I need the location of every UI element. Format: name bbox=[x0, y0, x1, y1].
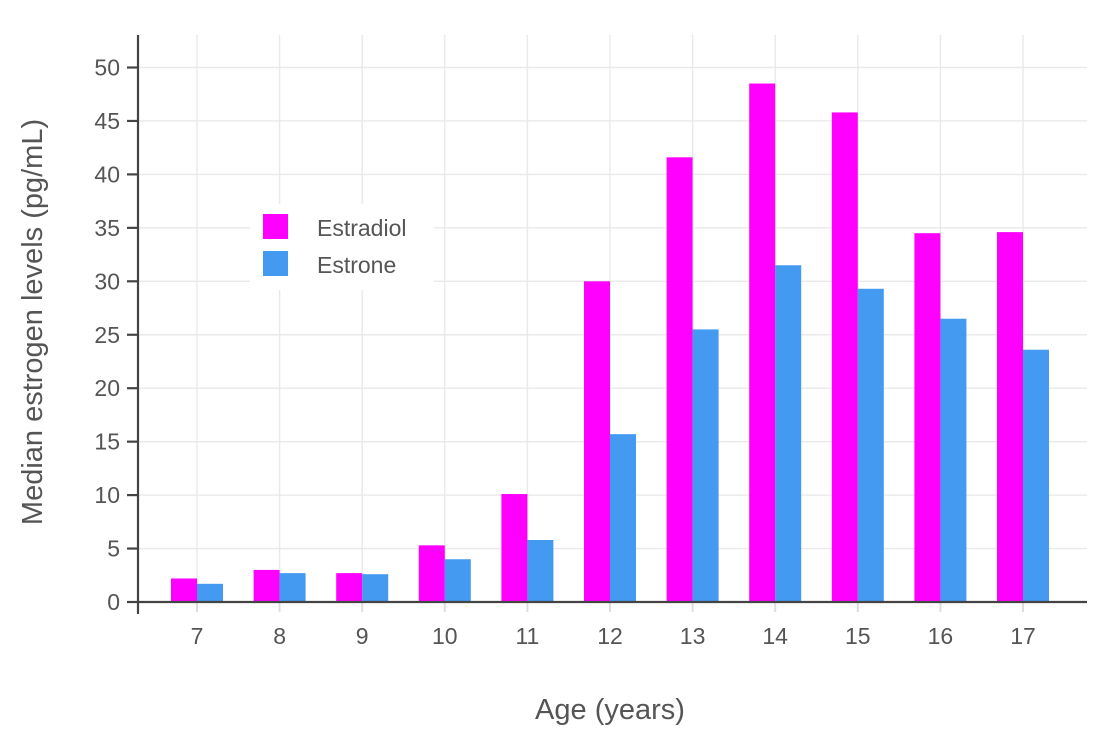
legend-swatch-estrone[interactable] bbox=[263, 251, 288, 276]
bar-estradiol-age-7[interactable] bbox=[171, 578, 197, 602]
bar-estradiol-age-11[interactable] bbox=[501, 494, 528, 602]
legend-swatch-estradiol[interactable] bbox=[263, 214, 288, 239]
x-tick-label-16: 16 bbox=[928, 623, 954, 649]
x-tick-labels: 7 8 9 10 11 12 13 14 15 16 17 bbox=[191, 623, 1036, 649]
y-tick-label-50: 50 bbox=[94, 55, 120, 81]
x-tick-label-10: 10 bbox=[432, 623, 458, 649]
legend-label-estradiol[interactable]: Estradiol bbox=[317, 215, 406, 241]
bar-estradiol-age-13[interactable] bbox=[666, 157, 693, 602]
bar-estrone-age-10[interactable] bbox=[444, 559, 471, 602]
y-tick-labels: 0 5 10 15 20 25 30 35 40 45 50 bbox=[94, 55, 120, 616]
x-tick-label-17: 17 bbox=[1010, 623, 1036, 649]
axis-lines bbox=[136, 35, 1087, 614]
bar-estrone-age-14[interactable] bbox=[775, 265, 802, 602]
bar-estrone-age-13[interactable] bbox=[692, 329, 719, 602]
bar-groups bbox=[171, 83, 1049, 602]
y-tick-label-5: 5 bbox=[107, 536, 120, 562]
y-axis-ticks bbox=[127, 66, 138, 604]
bar-estrone-age-16[interactable] bbox=[940, 318, 967, 602]
x-axis-ticks bbox=[196, 603, 1024, 612]
y-tick-label-40: 40 bbox=[94, 161, 120, 187]
x-tick-label-12: 12 bbox=[597, 623, 623, 649]
y-tick-label-35: 35 bbox=[94, 215, 120, 241]
bar-estrone-age-11[interactable] bbox=[527, 539, 554, 602]
bar-estrone-age-12[interactable] bbox=[610, 434, 636, 602]
bar-estrone-age-7[interactable] bbox=[197, 583, 223, 602]
y-axis-title: Median estrogen levels (pg/mL) bbox=[17, 119, 49, 525]
x-tick-label-11: 11 bbox=[515, 623, 539, 649]
y-tick-label-25: 25 bbox=[94, 322, 120, 348]
bar-estradiol-age-9[interactable] bbox=[336, 573, 363, 602]
bar-estrone-age-17[interactable] bbox=[1023, 349, 1049, 602]
x-tick-label-15: 15 bbox=[845, 623, 871, 649]
x-tick-label-14: 14 bbox=[762, 623, 788, 649]
x-tick-label-7: 7 bbox=[191, 623, 204, 649]
y-tick-label-45: 45 bbox=[94, 108, 120, 134]
bar-estrone-age-8[interactable] bbox=[279, 573, 306, 602]
legend: Estradiol Estrone bbox=[250, 204, 434, 290]
bar-estradiol-age-12[interactable] bbox=[584, 281, 610, 602]
y-tick-label-10: 10 bbox=[94, 482, 120, 508]
bar-estradiol-age-10[interactable] bbox=[418, 545, 445, 602]
y-tick-label-0: 0 bbox=[107, 589, 120, 615]
bar-estradiol-age-14[interactable] bbox=[749, 83, 776, 602]
bar-estradiol-age-8[interactable] bbox=[253, 569, 280, 602]
bar-estrone-age-9[interactable] bbox=[362, 574, 389, 602]
bar-estrone-age-15[interactable] bbox=[857, 288, 884, 602]
y-tick-label-20: 20 bbox=[94, 375, 120, 401]
bar-estradiol-age-16[interactable] bbox=[914, 233, 941, 602]
y-tick-label-15: 15 bbox=[94, 429, 120, 455]
legend-label-estrone[interactable]: Estrone bbox=[317, 252, 396, 278]
x-axis-title: Age (years) bbox=[535, 694, 685, 726]
x-tick-label-9: 9 bbox=[356, 623, 369, 649]
bar-estradiol-age-15[interactable] bbox=[831, 112, 858, 602]
y-tick-label-30: 30 bbox=[94, 268, 120, 294]
bar-estradiol-age-17[interactable] bbox=[997, 232, 1023, 602]
x-tick-label-13: 13 bbox=[680, 623, 706, 649]
x-tick-label-8: 8 bbox=[273, 623, 286, 649]
